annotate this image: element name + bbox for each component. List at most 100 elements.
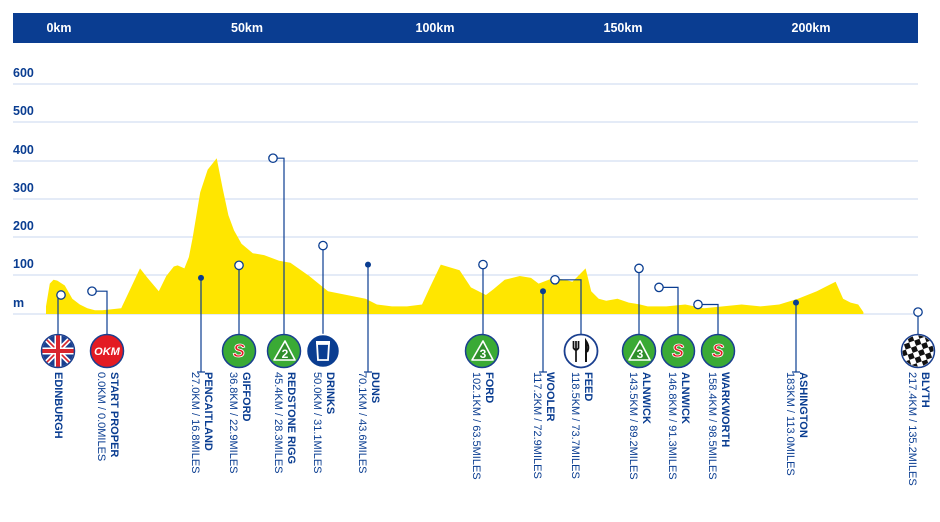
stop-marker-wooler [539, 288, 547, 373]
stop-distance: 146.8KM / 91.3MILES [666, 372, 678, 480]
stop-distance: 217.4KM / 135.2MILES [906, 372, 918, 486]
stop-point [478, 259, 488, 270]
stop-name: WARKWORTH [719, 372, 731, 448]
stop-point [56, 290, 66, 300]
y-tick-label-500: 500 [13, 104, 34, 118]
distance-scale-bar: 0km 50km 100km 150km 200km [13, 13, 918, 43]
svg-text:S: S [233, 341, 245, 361]
stop-label-warkworth: WARKWORTH 158.4KM / 98.5MILES [705, 372, 731, 522]
stop-label-start-proper: START PROPER 0.0KM / 0.0MILES [94, 372, 120, 522]
category-3-climb-icon: 3 [621, 333, 657, 369]
stop-point [318, 240, 328, 251]
stop-name: START PROPER [108, 372, 120, 458]
stop-distance: 158.4KM / 98.5MILES [706, 372, 718, 480]
stop-point [268, 153, 278, 164]
stop-name: EDINBURGH [52, 372, 64, 439]
stop-name: DUNS [369, 372, 381, 404]
stop-point [198, 274, 204, 281]
stop-name: PENCAITLAND [202, 372, 214, 451]
stop-label-redstone-rigg: REDSTONE RIGG 45.4KM / 28.3MILES [271, 372, 297, 522]
gridlines [13, 83, 918, 276]
elevation-area [46, 158, 864, 314]
okm-icon: OKM [89, 333, 125, 369]
stop-distance: 36.8KM / 22.9MILES [227, 372, 239, 474]
stop-marker-ford: 3 [464, 259, 500, 369]
stop-name: FEED [582, 372, 594, 402]
category-2-climb-icon: 2 [266, 333, 302, 369]
stop-name: WOOLER [544, 372, 556, 422]
stop-marker-redstone-rigg: 2 [266, 153, 302, 369]
drinks-icon [305, 333, 341, 369]
union-flag-icon [40, 333, 76, 369]
stop-point [87, 286, 97, 297]
stop-marker-alnwick-climb: 3 [621, 263, 657, 369]
stop-label-alnwick-climb: ALNWICK 143.5KM / 89.2MILES [626, 372, 652, 522]
route-markers: OKM S 2 3 3 S S [40, 153, 938, 373]
stop-point [365, 261, 371, 268]
stop-label-gifford: GIFFORD 36.8KM / 22.9MILES [226, 372, 252, 522]
stop-distance: 117.2KM / 72.9MILES [531, 372, 543, 479]
stop-point [693, 299, 703, 310]
stop-marker-feed [550, 274, 599, 369]
y-tick-label-600: 600 [13, 66, 34, 80]
x-tick-label-0: 0km [46, 21, 72, 35]
stop-name: DRINKS [324, 372, 336, 415]
stop-label-drinks: DRINKS 50.0KM / 31.1MILES [310, 372, 336, 522]
stop-name: FORD [483, 372, 495, 404]
stop-connector [92, 290, 108, 334]
y-tick-label-100: 100 [13, 257, 34, 271]
stop-marker-ashington [792, 299, 800, 373]
stop-name: ALNWICK [679, 372, 691, 424]
sportive-s-icon: S [700, 333, 736, 369]
stop-marker-duns [364, 261, 372, 373]
stop-distance: 183KM / 113.0MILES [784, 372, 796, 476]
stop-distance: 50.0KM / 31.1MILES [311, 372, 323, 474]
stop-point [550, 274, 560, 285]
stop-name: GIFFORD [240, 372, 252, 422]
stop-connector [659, 286, 679, 334]
x-tick-label-50: 50km [231, 21, 263, 35]
stop-name: REDSTONE RIGG [285, 372, 297, 465]
category-3-climb-icon: 3 [464, 333, 500, 369]
stop-label-blyth: BLYTH 217.4KM / 135.2MILES [905, 372, 931, 522]
stop-marker-alnwick-sprint: S [654, 282, 696, 369]
stop-distance: 27.0KM / 16.8MILES [189, 372, 201, 474]
stop-label-edinburgh: EDINBURGH [38, 372, 64, 522]
y-tick-label-300: 300 [13, 181, 34, 195]
stop-marker-gifford: S [221, 260, 257, 369]
stop-distance: 143.5KM / 89.2MILES [627, 372, 639, 480]
svg-text:S: S [712, 341, 724, 361]
stop-label-pencaitland: PENCAITLAND 27.0KM / 16.8MILES [188, 372, 214, 522]
stop-distance: 70.1KM / 43.6MILES [356, 372, 368, 474]
stop-marker-blyth [898, 307, 938, 371]
svg-text:3: 3 [480, 347, 487, 361]
stop-marker-pencaitland [197, 274, 205, 373]
sportive-s-icon: S [221, 333, 257, 369]
stop-distance: 0.0KM / 0.0MILES [95, 372, 107, 462]
stop-point [540, 288, 546, 295]
svg-text:2: 2 [282, 347, 289, 361]
stop-label-ashington: ASHINGTON 183KM / 113.0MILES [783, 372, 809, 522]
stop-marker-start-proper: OKM [87, 286, 125, 369]
stop-connector [698, 303, 719, 334]
stop-name: BLYTH [919, 372, 931, 408]
x-tick-label-150: 150km [603, 21, 643, 35]
stop-point [234, 260, 244, 271]
chequered-flag-icon [898, 331, 938, 371]
stop-point [913, 307, 923, 317]
x-tick-label-100: 100km [415, 21, 455, 35]
x-tick-label-200: 200km [791, 21, 831, 35]
svg-text:OKM: OKM [94, 346, 121, 358]
stop-distance: 102.1KM / 63.5MILES [470, 372, 482, 480]
stop-label-ford: FORD 102.1KM / 63.5MILES [469, 372, 495, 522]
stop-name: ALNWICK [640, 372, 652, 424]
stop-connector [555, 279, 582, 334]
y-tick-label-200: 200 [13, 219, 34, 233]
stop-label-feed: FEED 118.5KM / 73.7MILES [568, 372, 594, 522]
stop-label-alnwick-sprint: ALNWICK 146.8KM / 91.3MILES [665, 372, 691, 522]
stop-point [634, 263, 644, 274]
stop-label-duns: DUNS 70.1KM / 43.6MILES [355, 372, 381, 522]
stop-marker-drinks [305, 240, 341, 369]
svg-text:S: S [672, 341, 684, 361]
